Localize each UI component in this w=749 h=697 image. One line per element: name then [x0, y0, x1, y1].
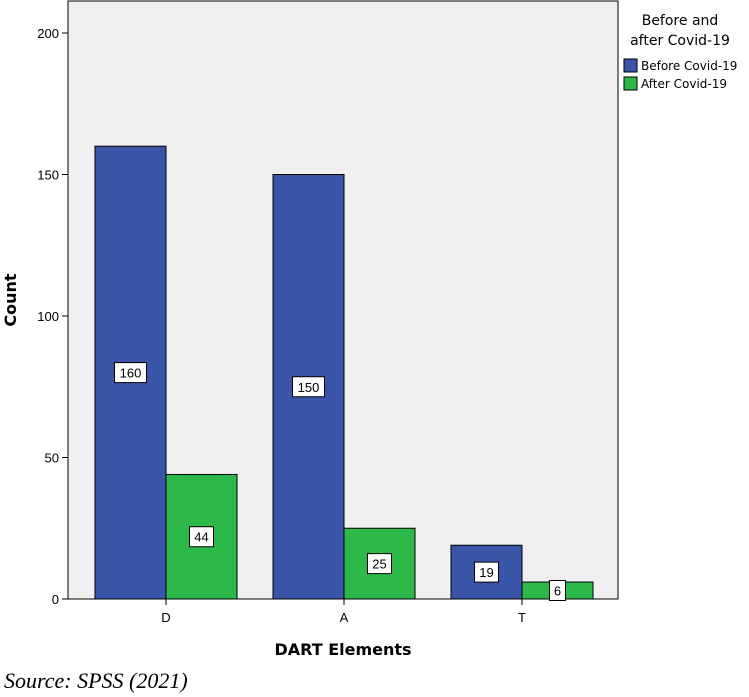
y-tick-label: 200 [37, 26, 59, 41]
x-tick-label: T [518, 610, 526, 625]
y-axis: 0 50 100 150 200 [37, 26, 68, 607]
data-label-box [292, 376, 325, 398]
source-note: Source: SPSS (2021) [4, 668, 188, 693]
x-tick-label: A [340, 610, 349, 625]
legend: Before and after Covid-19 Before Covid-1… [623, 13, 737, 91]
data-label: 150 [298, 380, 320, 395]
data-label-box [114, 362, 147, 384]
legend-title-line-2: after Covid-19 [630, 33, 730, 49]
legend-swatch-before [623, 58, 638, 73]
data-label: 25 [372, 557, 386, 572]
legend-label-before: Before Covid-19 [641, 59, 737, 73]
data-label-box [367, 553, 392, 575]
data-labels: 160 44 150 25 19 6 [114, 362, 566, 602]
y-tick-label: 50 [45, 451, 59, 466]
data-label-box [474, 561, 499, 583]
data-label-box [549, 580, 566, 602]
legend-label-after: After Covid-19 [641, 77, 727, 91]
y-tick-label: 100 [37, 309, 59, 324]
x-tick-label: D [161, 610, 170, 625]
y-axis-title: Count [1, 273, 20, 327]
data-label: 160 [120, 366, 142, 381]
data-label-box [189, 526, 214, 548]
data-label: 19 [479, 565, 493, 580]
legend-swatch-after [623, 76, 638, 91]
data-label: 6 [554, 584, 561, 599]
y-tick-label: 0 [52, 592, 59, 607]
legend-title-line-1: Before and [642, 13, 719, 29]
data-label: 44 [194, 530, 208, 545]
y-tick-label: 150 [37, 168, 59, 183]
x-axis-title: DART Elements [274, 640, 411, 659]
